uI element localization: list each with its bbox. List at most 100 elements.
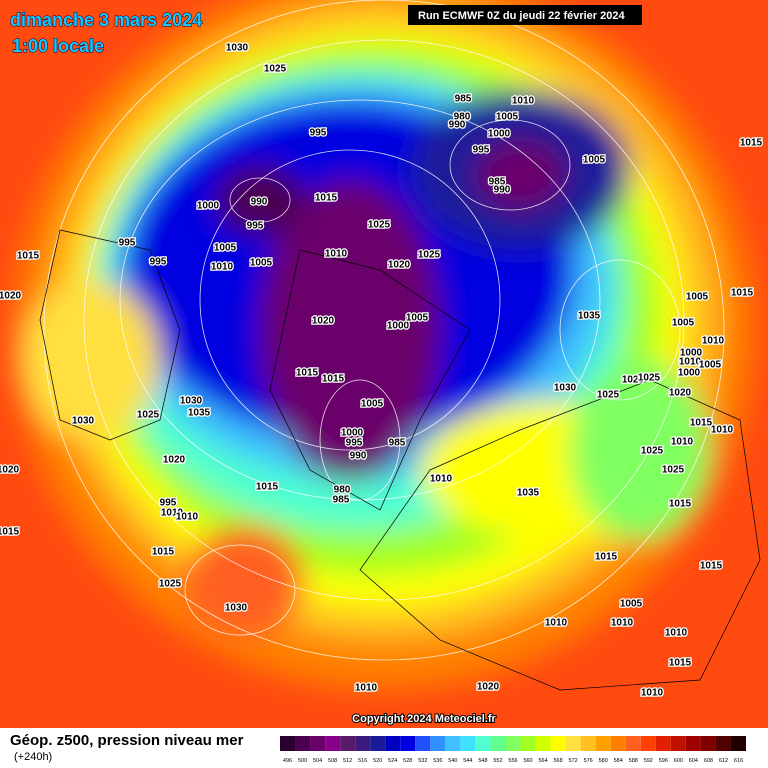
run-box [408,5,642,25]
scale-label: 604 [689,758,698,764]
isobar-label: 1020 [388,260,411,271]
scale-label: 504 [313,758,322,764]
isobar-label: 1005 [406,313,429,324]
scale-label: 576 [584,758,593,764]
scale-label: 556 [508,758,517,764]
isobar-label: 1025 [137,410,160,421]
isobar-label: 1000 [488,129,511,140]
isobar-label: 1015 [595,552,618,563]
scale-swatch [655,736,671,751]
isobar-label: 1010 [711,425,734,436]
isobar-label: 1015 [296,368,319,379]
color-scale: 496 500 504 508 512 516 520 524 528 532 536 540 544 5… [280,736,746,764]
isobar-label: 1025 [264,64,287,75]
run-label: Run ECMWF 0Z du jeudi 22 février 2024 [418,10,625,22]
isobar-label: 1030 [180,396,203,407]
scale-label: 532 [418,758,427,764]
isobar-label: 1030 [225,603,248,614]
isobar-label: 1025 [418,250,441,261]
isobar-label: 1025 [638,373,661,384]
isobar-label: 1010 [176,512,199,523]
isobar-label: 1035 [188,408,211,419]
scale-label: 560 [523,758,532,764]
isobar-label: 1005 [250,258,273,269]
scale-swatch [475,736,491,751]
isobar-label: 1020 [477,682,500,693]
scale-swatch [490,736,506,751]
isobar-label: 1015 [700,561,723,572]
isobar-label: 1035 [578,311,601,322]
isobar-label: 985 [389,438,406,449]
scale-label: 508 [328,758,337,764]
isobar-label: 1020 [0,465,20,476]
isobar-label: 1005 [672,318,695,329]
scale-swatch [610,736,626,751]
isobar-label: 1015 [322,374,345,385]
isobar-label: 1010 [512,96,535,107]
isobar-label: 1010 [211,262,234,273]
scale-swatch [700,736,716,751]
scale-label: 564 [538,758,547,764]
scale-label: 612 [719,758,728,764]
isobar-label: 995 [346,438,363,449]
isobar-label: 1010 [325,249,348,260]
isobar-label: 995 [160,498,177,509]
legend-subtitle: (+240h) [14,751,52,763]
scale-swatch [325,736,341,751]
scale-label: 616 [734,758,743,764]
isobar-label: 1005 [620,599,643,610]
isobar-label: 1015 [690,418,713,429]
isobar-label: 1005 [686,292,709,303]
isobar-label: 1000 [341,428,364,439]
isobar-label: 1030 [72,416,95,427]
scale-label: 580 [599,758,608,764]
isobar-label: 1015 [0,527,20,538]
isobar-label: 1015 [256,482,279,493]
scale-swatch [280,736,296,751]
scale-swatch [670,736,686,751]
scale-label: 548 [478,758,487,764]
isobar-label: 1000 [678,368,701,379]
isobar-label: 1015 [740,138,763,149]
isobar-label: 1025 [368,220,391,231]
legend-title: Géop. z500, pression niveau mer [10,732,244,749]
scale-label: 500 [298,758,307,764]
time: 1:00 locale [12,36,104,56]
isobar-label: 1025 [641,446,664,457]
scale-label: 600 [674,758,683,764]
isobar-label: 1035 [517,488,540,499]
isobar-label: 1020 [312,316,335,327]
isobar-label: 995 [119,238,136,249]
scale-label: 544 [463,758,472,764]
isobar-label: 1005 [496,112,519,123]
scale-swatch [580,736,596,751]
scale-swatch [535,736,551,751]
scale-swatch [415,736,431,751]
scale-label: 512 [343,758,352,764]
scale-swatch [730,736,746,751]
isobar-label: 1020 [669,388,692,399]
isobar-label: 1005 [361,399,384,410]
scale-swatch [595,736,611,751]
scale-label: 568 [554,758,563,764]
scale-label: 584 [614,758,623,764]
scale-label: 496 [283,758,292,764]
isobar-label: 1025 [159,579,182,590]
scale-swatch [385,736,401,751]
isobar-label: 1000 [197,201,220,212]
isobar-label: 1015 [669,658,692,669]
scale-swatch [550,736,566,751]
isobar-label: 980 [454,112,471,123]
isobar-label: 1025 [662,465,685,476]
isobar-label: 1010 [641,688,664,699]
isobar-label: 1010 [665,628,688,639]
isobar-label: 1010 [611,618,634,629]
scale-swatch [520,736,536,751]
scale-label: 596 [659,758,668,764]
isobar-label: 985 [489,177,506,188]
scale-swatch [685,736,701,751]
scale-swatch [340,736,356,751]
scale-swatch [625,736,641,751]
